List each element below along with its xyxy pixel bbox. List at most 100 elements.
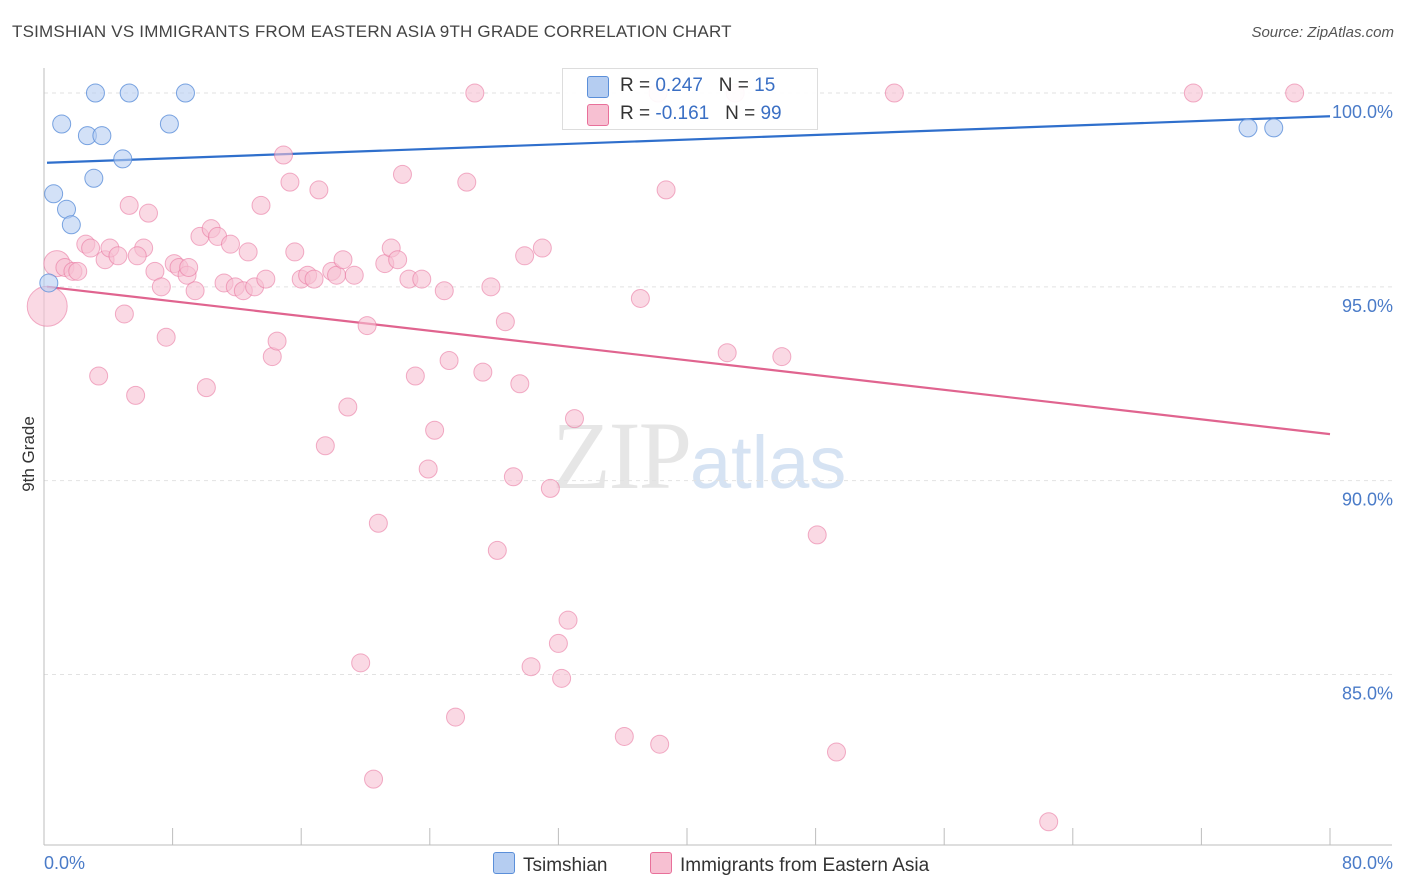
immigrants-legend-swatch <box>650 852 672 874</box>
immigrants-point <box>564 409 584 429</box>
immigrants-point <box>439 350 459 370</box>
immigrants-point <box>256 269 276 289</box>
y-axis-label: 9th Grade <box>19 416 38 492</box>
immigrants-point <box>558 610 578 630</box>
immigrants-point <box>807 525 827 545</box>
tsimshian-swatch <box>587 76 609 98</box>
tsimshian-point <box>85 83 105 103</box>
immigrants-point <box>515 246 535 266</box>
immigrants-point <box>418 459 438 479</box>
immigrants-point <box>351 653 371 673</box>
axis-labels: 85.0% 90.0% 95.0% 100.0% 0.0% 80.0% 9th Grade <box>19 102 1393 873</box>
immigrants-point <box>388 250 408 270</box>
immigrants-point <box>473 362 493 382</box>
immigrants-point <box>521 657 541 677</box>
immigrants-point <box>717 343 737 363</box>
immigrants-points <box>26 83 1305 832</box>
y-tick-label: 95.0% <box>1342 296 1393 316</box>
trend-lines <box>46 115 1331 436</box>
immigrants-point <box>238 242 258 262</box>
immigrants-point <box>338 397 358 417</box>
immigrants-point <box>434 281 454 301</box>
immigrants-point <box>1039 812 1059 832</box>
immigrants-point <box>487 540 507 560</box>
axes <box>43 68 1392 846</box>
immigrants-point <box>108 246 128 266</box>
immigrants-point <box>656 180 676 200</box>
r-value-tsimshian: 0.247 <box>655 75 703 96</box>
immigrants-point <box>446 707 466 727</box>
immigrants-point <box>333 250 353 270</box>
tsimshian-trend-line <box>46 115 1331 164</box>
y-tick-label: 90.0% <box>1342 490 1393 510</box>
chart-title: TSIMSHIAN VS IMMIGRANTS FROM EASTERN ASI… <box>12 22 732 41</box>
tsimshian-point <box>119 83 139 103</box>
immigrants-point <box>274 145 294 165</box>
immigrants-point <box>630 288 650 308</box>
immigrants-point <box>495 312 515 332</box>
y-tick-label: 85.0% <box>1342 683 1393 703</box>
legend-entry-immigrants[interactable]: Immigrants from Eastern Asia <box>650 852 929 877</box>
immigrants-point <box>220 234 240 254</box>
immigrants-point <box>1285 83 1305 103</box>
immigrants-point <box>304 269 324 289</box>
immigrants-point <box>119 195 139 215</box>
immigrants-point <box>280 172 300 192</box>
tsimshian-point <box>39 273 59 293</box>
immigrants-point <box>127 246 147 266</box>
grid-lines <box>44 92 1392 675</box>
immigrants-point <box>481 277 501 297</box>
immigrants-point <box>540 478 560 498</box>
immigrants-point <box>650 734 670 754</box>
immigrants-point <box>826 742 846 762</box>
immigrants-point <box>156 327 176 347</box>
immigrants-legend-label: Immigrants from Eastern Asia <box>680 855 930 876</box>
x-tick-label: 0.0% <box>44 853 85 873</box>
immigrants-point <box>151 277 171 297</box>
immigrants-point <box>412 269 432 289</box>
immigrants-point <box>185 281 205 301</box>
immigrants-point <box>196 378 216 398</box>
immigrants-point <box>457 172 477 192</box>
r-label: R = <box>620 75 656 96</box>
immigrants-point <box>251 195 271 215</box>
x-tick-label: 80.0% <box>1342 853 1393 873</box>
r-label: R = <box>620 103 656 124</box>
tsimshian-point <box>113 149 133 169</box>
watermark-atlas: atlas <box>690 421 847 504</box>
immigrants-point <box>68 261 88 281</box>
immigrants-point <box>884 83 904 103</box>
immigrants-point <box>138 203 158 223</box>
r-value-immigrants: -0.161 <box>655 103 710 124</box>
source-label: Source: ZipAtlas.com <box>1251 24 1394 41</box>
legend-entry-tsimshian[interactable]: Tsimshian <box>493 852 607 877</box>
tsimshian-point <box>1264 118 1284 138</box>
n-value-immigrants: 99 <box>760 103 782 124</box>
tsimshian-legend-swatch <box>493 852 515 874</box>
immigrants-point <box>81 238 101 258</box>
immigrants-point <box>315 436 335 456</box>
immigrants-point <box>772 347 792 367</box>
n-value-tsimshian: 15 <box>754 75 776 96</box>
immigrants-point <box>179 257 199 277</box>
immigrants-point <box>503 467 523 487</box>
tsimshian-point <box>84 168 104 188</box>
immigrants-point <box>548 633 568 653</box>
tsimshian-legend-label: Tsimshian <box>523 855 608 876</box>
immigrants-point <box>126 385 146 405</box>
tsimshian-point <box>92 126 112 146</box>
tsimshian-point <box>175 83 195 103</box>
immigrants-point <box>309 180 329 200</box>
immigrants-point <box>364 769 384 789</box>
immigrants-point <box>552 668 572 688</box>
y-tick-label: 100.0% <box>1332 102 1393 122</box>
immigrants-point <box>425 420 445 440</box>
immigrants-point <box>344 265 364 285</box>
immigrants-point <box>465 83 485 103</box>
n-label: N = <box>718 75 755 96</box>
immigrants-point <box>267 331 287 351</box>
immigrants-point <box>368 513 388 533</box>
immigrants-point <box>510 374 530 394</box>
correlation-legend: R = 0.247 N = 15 R = -0.161 N = 99 <box>562 68 818 130</box>
